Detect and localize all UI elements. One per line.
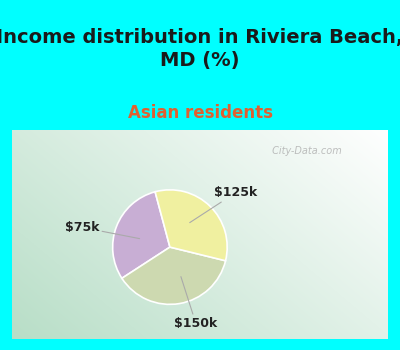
Text: Asian residents: Asian residents <box>128 104 272 122</box>
Wedge shape <box>113 192 170 278</box>
Wedge shape <box>122 247 226 304</box>
Text: $125k: $125k <box>190 186 257 223</box>
Text: $75k: $75k <box>65 221 140 239</box>
Wedge shape <box>155 190 227 261</box>
Text: City-Data.com: City-Data.com <box>269 146 342 155</box>
Text: Income distribution in Riviera Beach,
MD (%): Income distribution in Riviera Beach, MD… <box>0 28 400 70</box>
Text: $150k: $150k <box>174 276 218 330</box>
